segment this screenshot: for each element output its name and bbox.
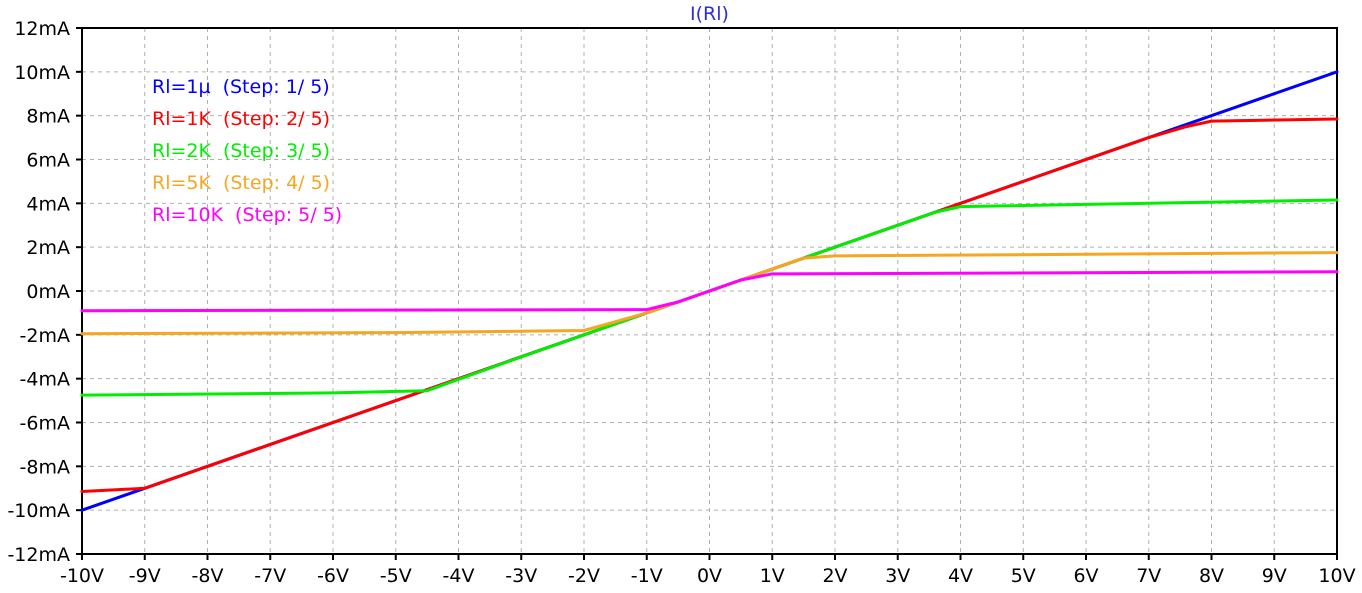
x-tick-label: 8V — [1199, 565, 1224, 587]
legend: Rl=1µ (Step: 1/ 5) Rl=1K (Step: 2/ 5) Rl=2K (… — [152, 76, 342, 226]
x-tick-label: 1V — [760, 565, 785, 587]
x-tick-label: 6V — [1073, 565, 1098, 587]
legend-label: Rl=1µ — [152, 76, 211, 98]
x-tick-label: -8V — [192, 565, 224, 587]
legend-entry-2: Rl=1K (Step: 2/ 5) — [152, 108, 330, 130]
y-tick-label: 8mA — [26, 106, 70, 128]
legend-label: Rl=10K — [152, 204, 224, 226]
y-tick-label: -2mA — [20, 325, 70, 347]
y-tick-label: -4mA — [20, 369, 70, 391]
legend-entry-4: Rl=5K (Step: 4/ 5) — [152, 172, 330, 194]
x-tick-label: 3V — [885, 565, 910, 587]
y-tick-label: -12mA — [7, 544, 70, 566]
legend-entry-1: Rl=1µ (Step: 1/ 5) — [152, 76, 330, 98]
x-tick-label: -9V — [129, 565, 161, 587]
x-tick-label: -3V — [505, 565, 537, 587]
y-tick-label: 4mA — [26, 193, 70, 215]
y-tick-label: -10mA — [7, 500, 70, 522]
x-tick-label: 9V — [1262, 565, 1287, 587]
legend-step: (Step: 1/ 5) — [223, 76, 330, 98]
x-tick-label: -1V — [631, 565, 663, 587]
legend-label: Rl=1K — [152, 108, 211, 130]
x-tick-label: -5V — [380, 565, 412, 587]
legend-entry-5: Rl=10K (Step: 5/ 5) — [152, 204, 342, 226]
y-tick-label: 0mA — [26, 281, 70, 303]
y-tick-label: -6mA — [20, 413, 70, 435]
legend-entry-3: Rl=2K (Step: 3/ 5) — [152, 140, 330, 162]
legend-label: Rl=5K — [152, 172, 211, 194]
x-tick-label: 7V — [1136, 565, 1161, 587]
x-tick-label: -4V — [443, 565, 475, 587]
x-axis: -10V -9V -8V -7V -6V -5V -4V -3V -2V -1V 0V 1V 2V 3V 4… — [60, 554, 1356, 587]
legend-step: (Step: 4/ 5) — [223, 172, 330, 194]
series-line-5 — [80, 270, 1339, 313]
legend-step: (Step: 3/ 5) — [223, 140, 330, 162]
x-tick-label: 0V — [697, 565, 722, 587]
x-tick-label: 4V — [948, 565, 973, 587]
legend-label: Rl=2K — [152, 140, 211, 162]
x-tick-label: -7V — [254, 565, 286, 587]
y-tick-label: 12mA — [14, 18, 70, 40]
y-tick-label: 2mA — [26, 237, 70, 259]
y-tick-label: -8mA — [20, 456, 70, 478]
x-tick-label: -6V — [317, 565, 349, 587]
legend-step: (Step: 2/ 5) — [223, 108, 330, 130]
x-tick-label: 10V — [1318, 565, 1355, 587]
y-tick-label: 10mA — [14, 62, 70, 84]
legend-step: (Step: 5/ 5) — [235, 204, 342, 226]
y-axis: 12mA 10mA 8mA 6mA 4mA 2mA 0mA -2mA -4mA -6mA -8mA -… — [7, 18, 82, 566]
x-tick-label: -2V — [568, 565, 600, 587]
chart-title: I(Rl) — [690, 3, 729, 25]
y-tick-label: 6mA — [26, 150, 70, 172]
series-lines — [80, 70, 1339, 512]
x-tick-label: 5V — [1011, 565, 1036, 587]
x-tick-label: -10V — [60, 565, 104, 587]
x-tick-label: 2V — [822, 565, 847, 587]
